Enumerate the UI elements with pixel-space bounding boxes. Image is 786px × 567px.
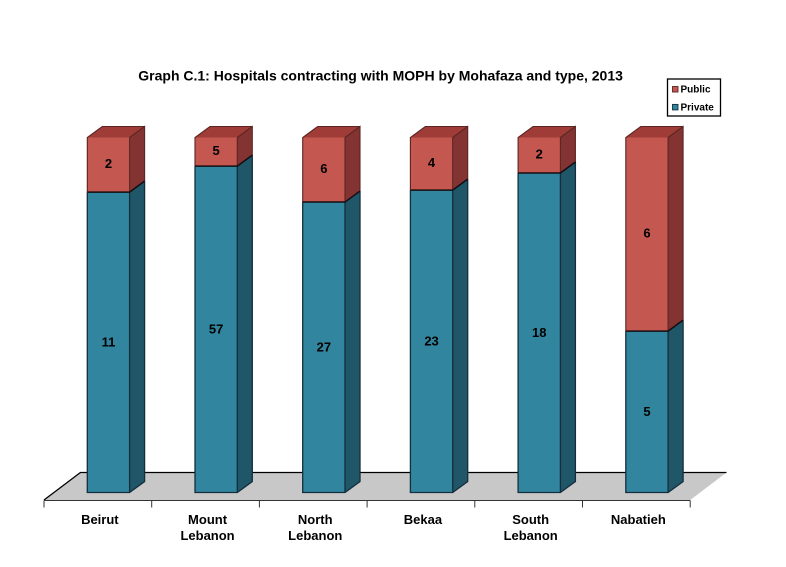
svg-text:Lebanon: Lebanon (288, 528, 342, 543)
svg-text:23: 23 (424, 333, 438, 348)
svg-text:2: 2 (536, 146, 543, 161)
svg-text:5: 5 (213, 143, 220, 158)
svg-text:5: 5 (643, 404, 650, 419)
svg-text:4: 4 (428, 155, 436, 170)
svg-text:57: 57 (209, 321, 223, 336)
svg-text:Bekaa: Bekaa (404, 512, 443, 527)
svg-text:Beirut: Beirut (81, 512, 119, 527)
svg-text:18: 18 (532, 325, 546, 340)
svg-text:Mount: Mount (188, 512, 228, 527)
svg-text:6: 6 (643, 226, 650, 241)
svg-text:Private: Private (681, 103, 715, 114)
svg-text:Graph C.1: Hospitals contracti: Graph C.1: Hospitals contracting with MO… (138, 68, 623, 84)
svg-text:Lebanon: Lebanon (504, 528, 558, 543)
svg-text:Nabatieh: Nabatieh (611, 512, 666, 527)
svg-text:6: 6 (320, 161, 327, 176)
svg-text:27: 27 (317, 339, 331, 354)
svg-text:11: 11 (102, 334, 116, 349)
svg-text:Public: Public (681, 85, 711, 96)
svg-text:2: 2 (105, 156, 112, 171)
svg-text:North: North (298, 512, 333, 527)
svg-text:Lebanon: Lebanon (180, 528, 234, 543)
svg-text:South: South (512, 512, 549, 527)
